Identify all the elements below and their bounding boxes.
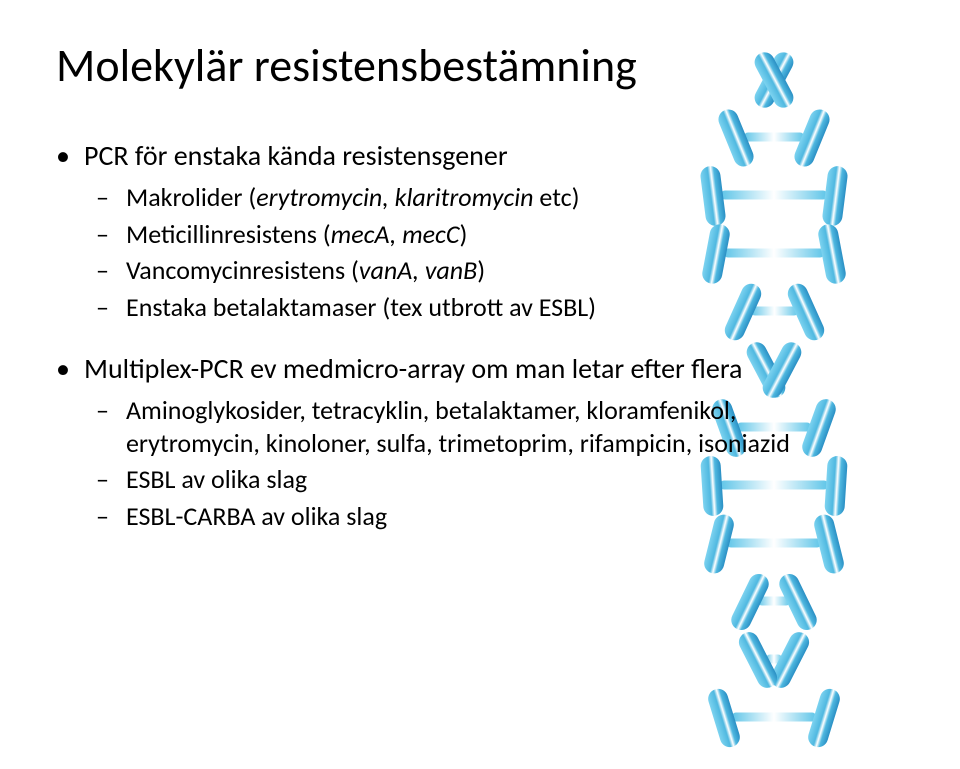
text: etc) <box>534 181 580 213</box>
slide-title: Molekylär resistensbestämning <box>56 38 904 94</box>
bullet-1: PCR för enstaka kända resistensgener <box>56 138 904 173</box>
bullet-list: PCR för enstaka kända resistensgener Mak… <box>56 138 904 532</box>
text: ) <box>477 254 485 286</box>
text: ) <box>459 218 467 250</box>
bullet-1-sub-2: Meticillinresistens (mecA, mecC) <box>96 218 816 251</box>
bullet-2: Multiplex-PCR ev medmicro-array om man l… <box>56 351 904 386</box>
italic-text: vanA, vanB <box>359 254 477 286</box>
bullet-2-sub-2: ESBL av olika slag <box>96 463 816 496</box>
bullet-1-sub-1: Makrolider (erytromycin, klaritromycin e… <box>96 181 816 214</box>
bullet-1-sublist: Makrolider (erytromycin, klaritromycin e… <box>56 181 904 323</box>
text: Makrolider ( <box>126 181 256 213</box>
bullet-2-sub-3: ESBL-CARBA av olika slag <box>96 500 816 533</box>
bullet-1-sub-3: Vancomycinresistens (vanA, vanB) <box>96 254 816 287</box>
text: Vancomycinresistens ( <box>126 254 359 286</box>
italic-text: mecA, mecC <box>331 218 460 250</box>
bullet-2-sublist: Aminoglykosider, tetracyklin, betalaktam… <box>56 394 904 532</box>
bullet-1-sub-4: Enstaka betalaktamaser (tex utbrott av E… <box>96 291 816 324</box>
bullet-2-sub-1: Aminoglykosider, tetracyklin, betalaktam… <box>96 394 816 459</box>
text: Meticillinresistens ( <box>126 218 331 250</box>
italic-text: erytromycin, klaritromycin <box>256 181 533 213</box>
slide-content: Molekylär resistensbestämning PCR för en… <box>0 0 960 598</box>
